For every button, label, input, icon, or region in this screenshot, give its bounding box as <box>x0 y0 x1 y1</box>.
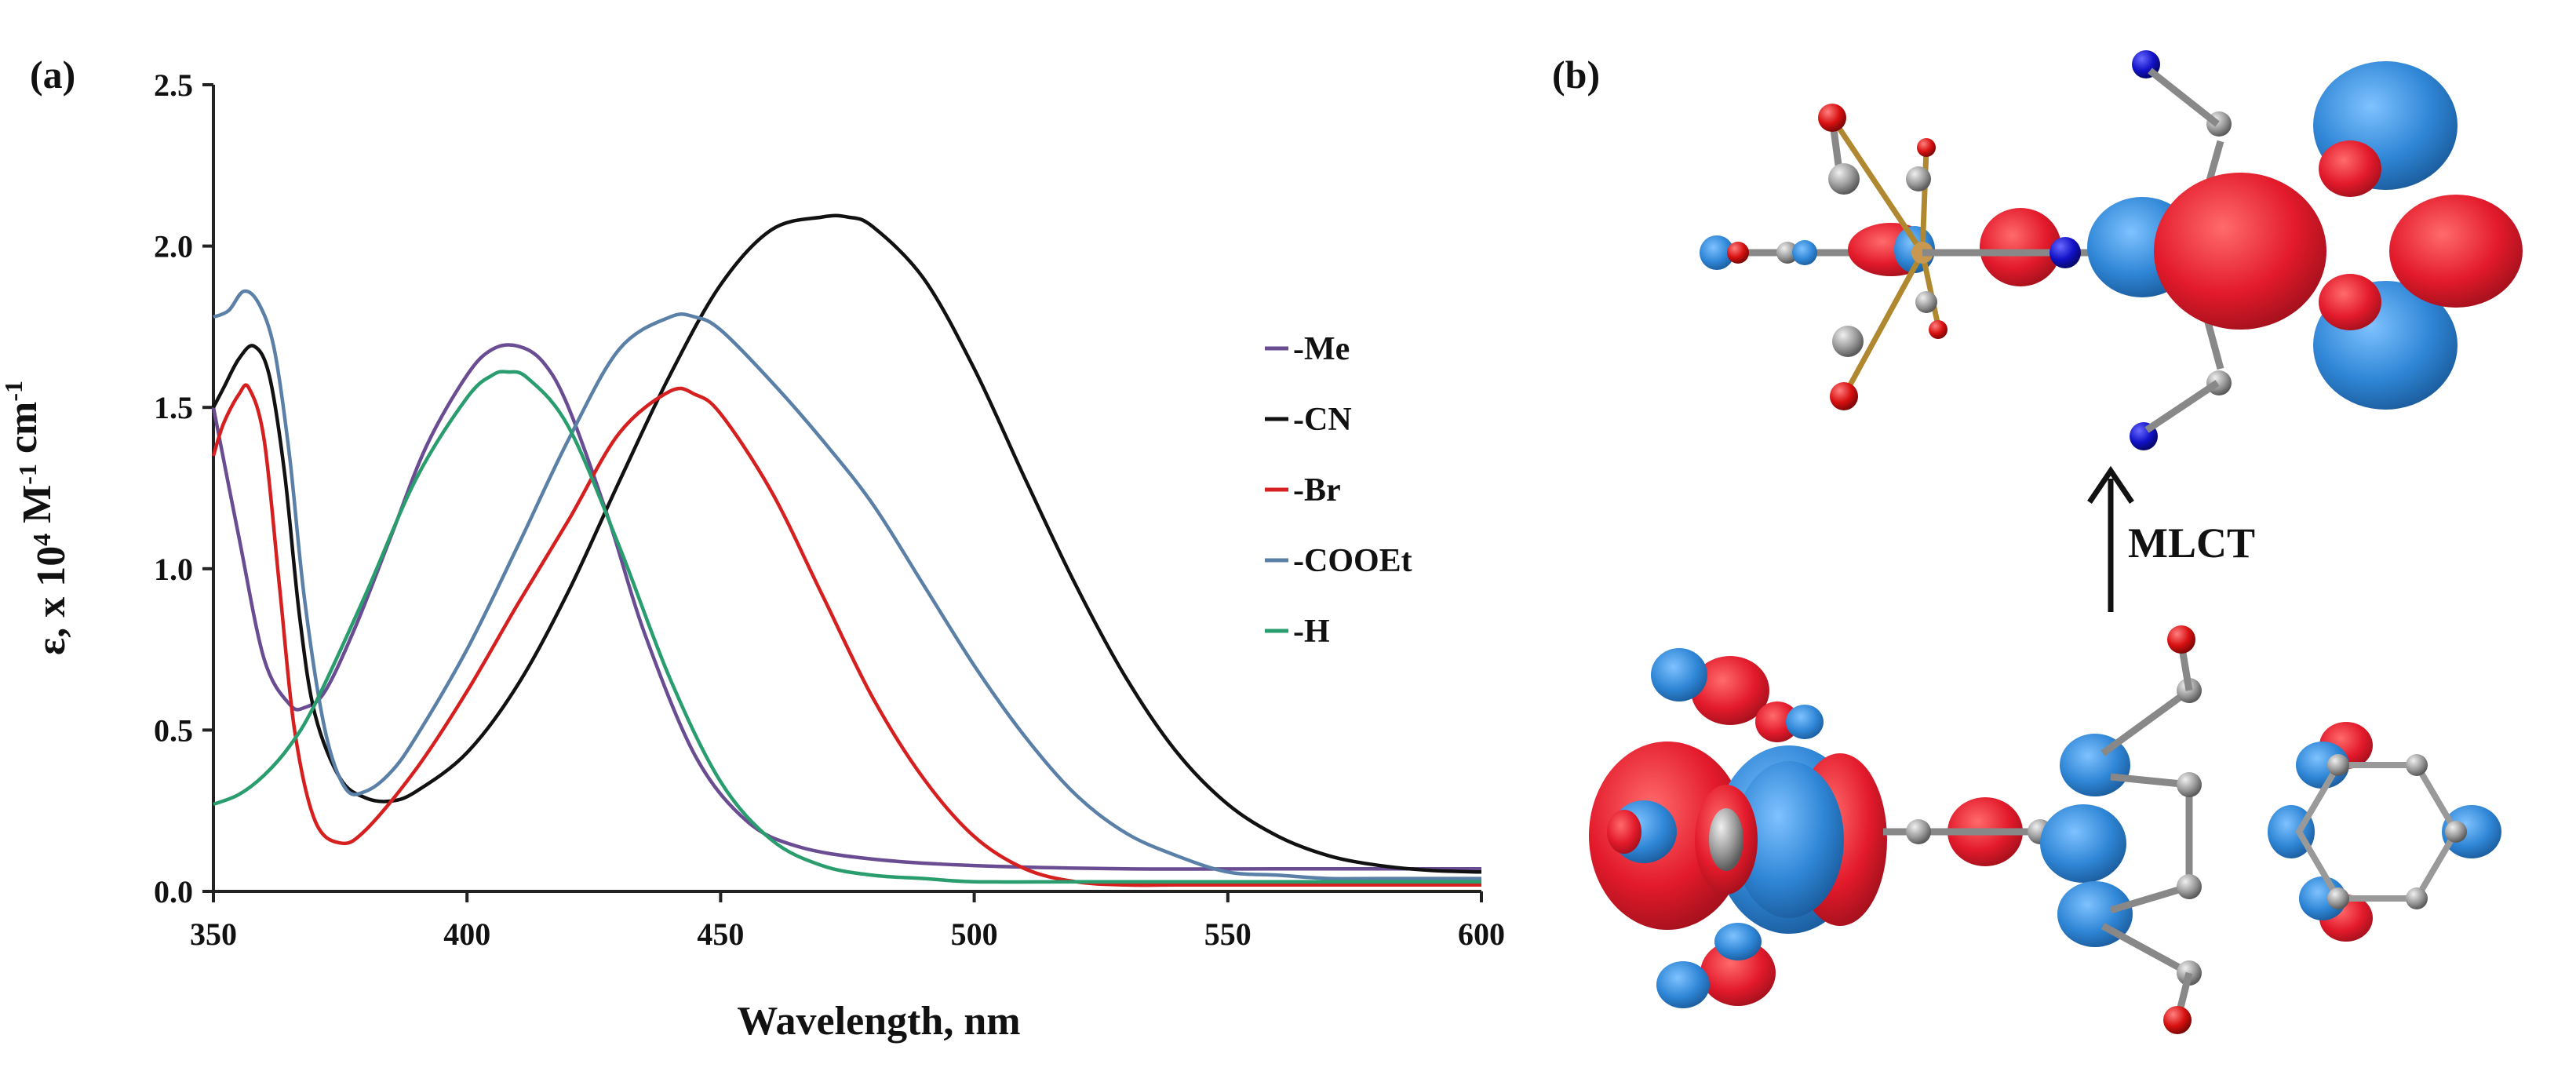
y-tick-label: 0.0 <box>154 874 193 909</box>
panel-a-label: (a) <box>30 53 75 97</box>
x-tick-label: 600 <box>1458 916 1505 952</box>
x-tick-label: 500 <box>951 916 998 952</box>
legend-label: -Br <box>1293 472 1341 508</box>
y-tick-label: 1.0 <box>154 552 193 587</box>
x-tick-label: 450 <box>697 916 744 952</box>
y-tick-label: 2.0 <box>154 229 193 264</box>
mlct-label: MLCT <box>2128 519 2255 567</box>
x-tick-label: 400 <box>443 916 490 952</box>
y-tick-label: 2.5 <box>154 67 193 103</box>
panel-b-label: (b) <box>1552 53 1600 97</box>
legend-label: -CN <box>1293 402 1352 438</box>
x-tick-label: 550 <box>1204 916 1252 952</box>
series-line-cooet <box>213 289 1482 881</box>
legend-label: -H <box>1293 614 1330 650</box>
orbital-bottom <box>1589 625 2501 1034</box>
legend-label: -COOEt <box>1293 543 1412 579</box>
x-tick-label: 350 <box>190 916 237 952</box>
series-line-cn <box>212 213 1482 874</box>
y-tick-label: 0.5 <box>154 712 193 748</box>
chart-axes <box>212 85 1481 893</box>
series-line-me <box>211 343 1481 871</box>
absorption-chart: 350 400 450 500 550 600 0.0 0.5 1.0 1.5 2.0 2.5 Wa… <box>0 67 1505 1044</box>
x-ticks: 350 400 450 500 550 600 <box>190 891 1505 952</box>
y-ticks: 0.0 0.5 1.0 1.5 2.0 2.5 <box>154 67 213 909</box>
y-tick-label: 1.5 <box>154 390 193 425</box>
legend-label: -Me <box>1293 331 1350 367</box>
legend: -Me -CN -Br -COOEt -H <box>1265 331 1412 650</box>
mlct-arrow <box>2087 465 2134 612</box>
series-line-br <box>211 383 1481 887</box>
x-axis-title: Wavelength, nm <box>737 999 1020 1044</box>
series-line-h <box>213 370 1481 884</box>
chart-series <box>211 213 1482 887</box>
orbital-top <box>1700 50 2523 450</box>
y-axis-title: ε, x 104 M-1 cm-1 <box>0 381 74 655</box>
